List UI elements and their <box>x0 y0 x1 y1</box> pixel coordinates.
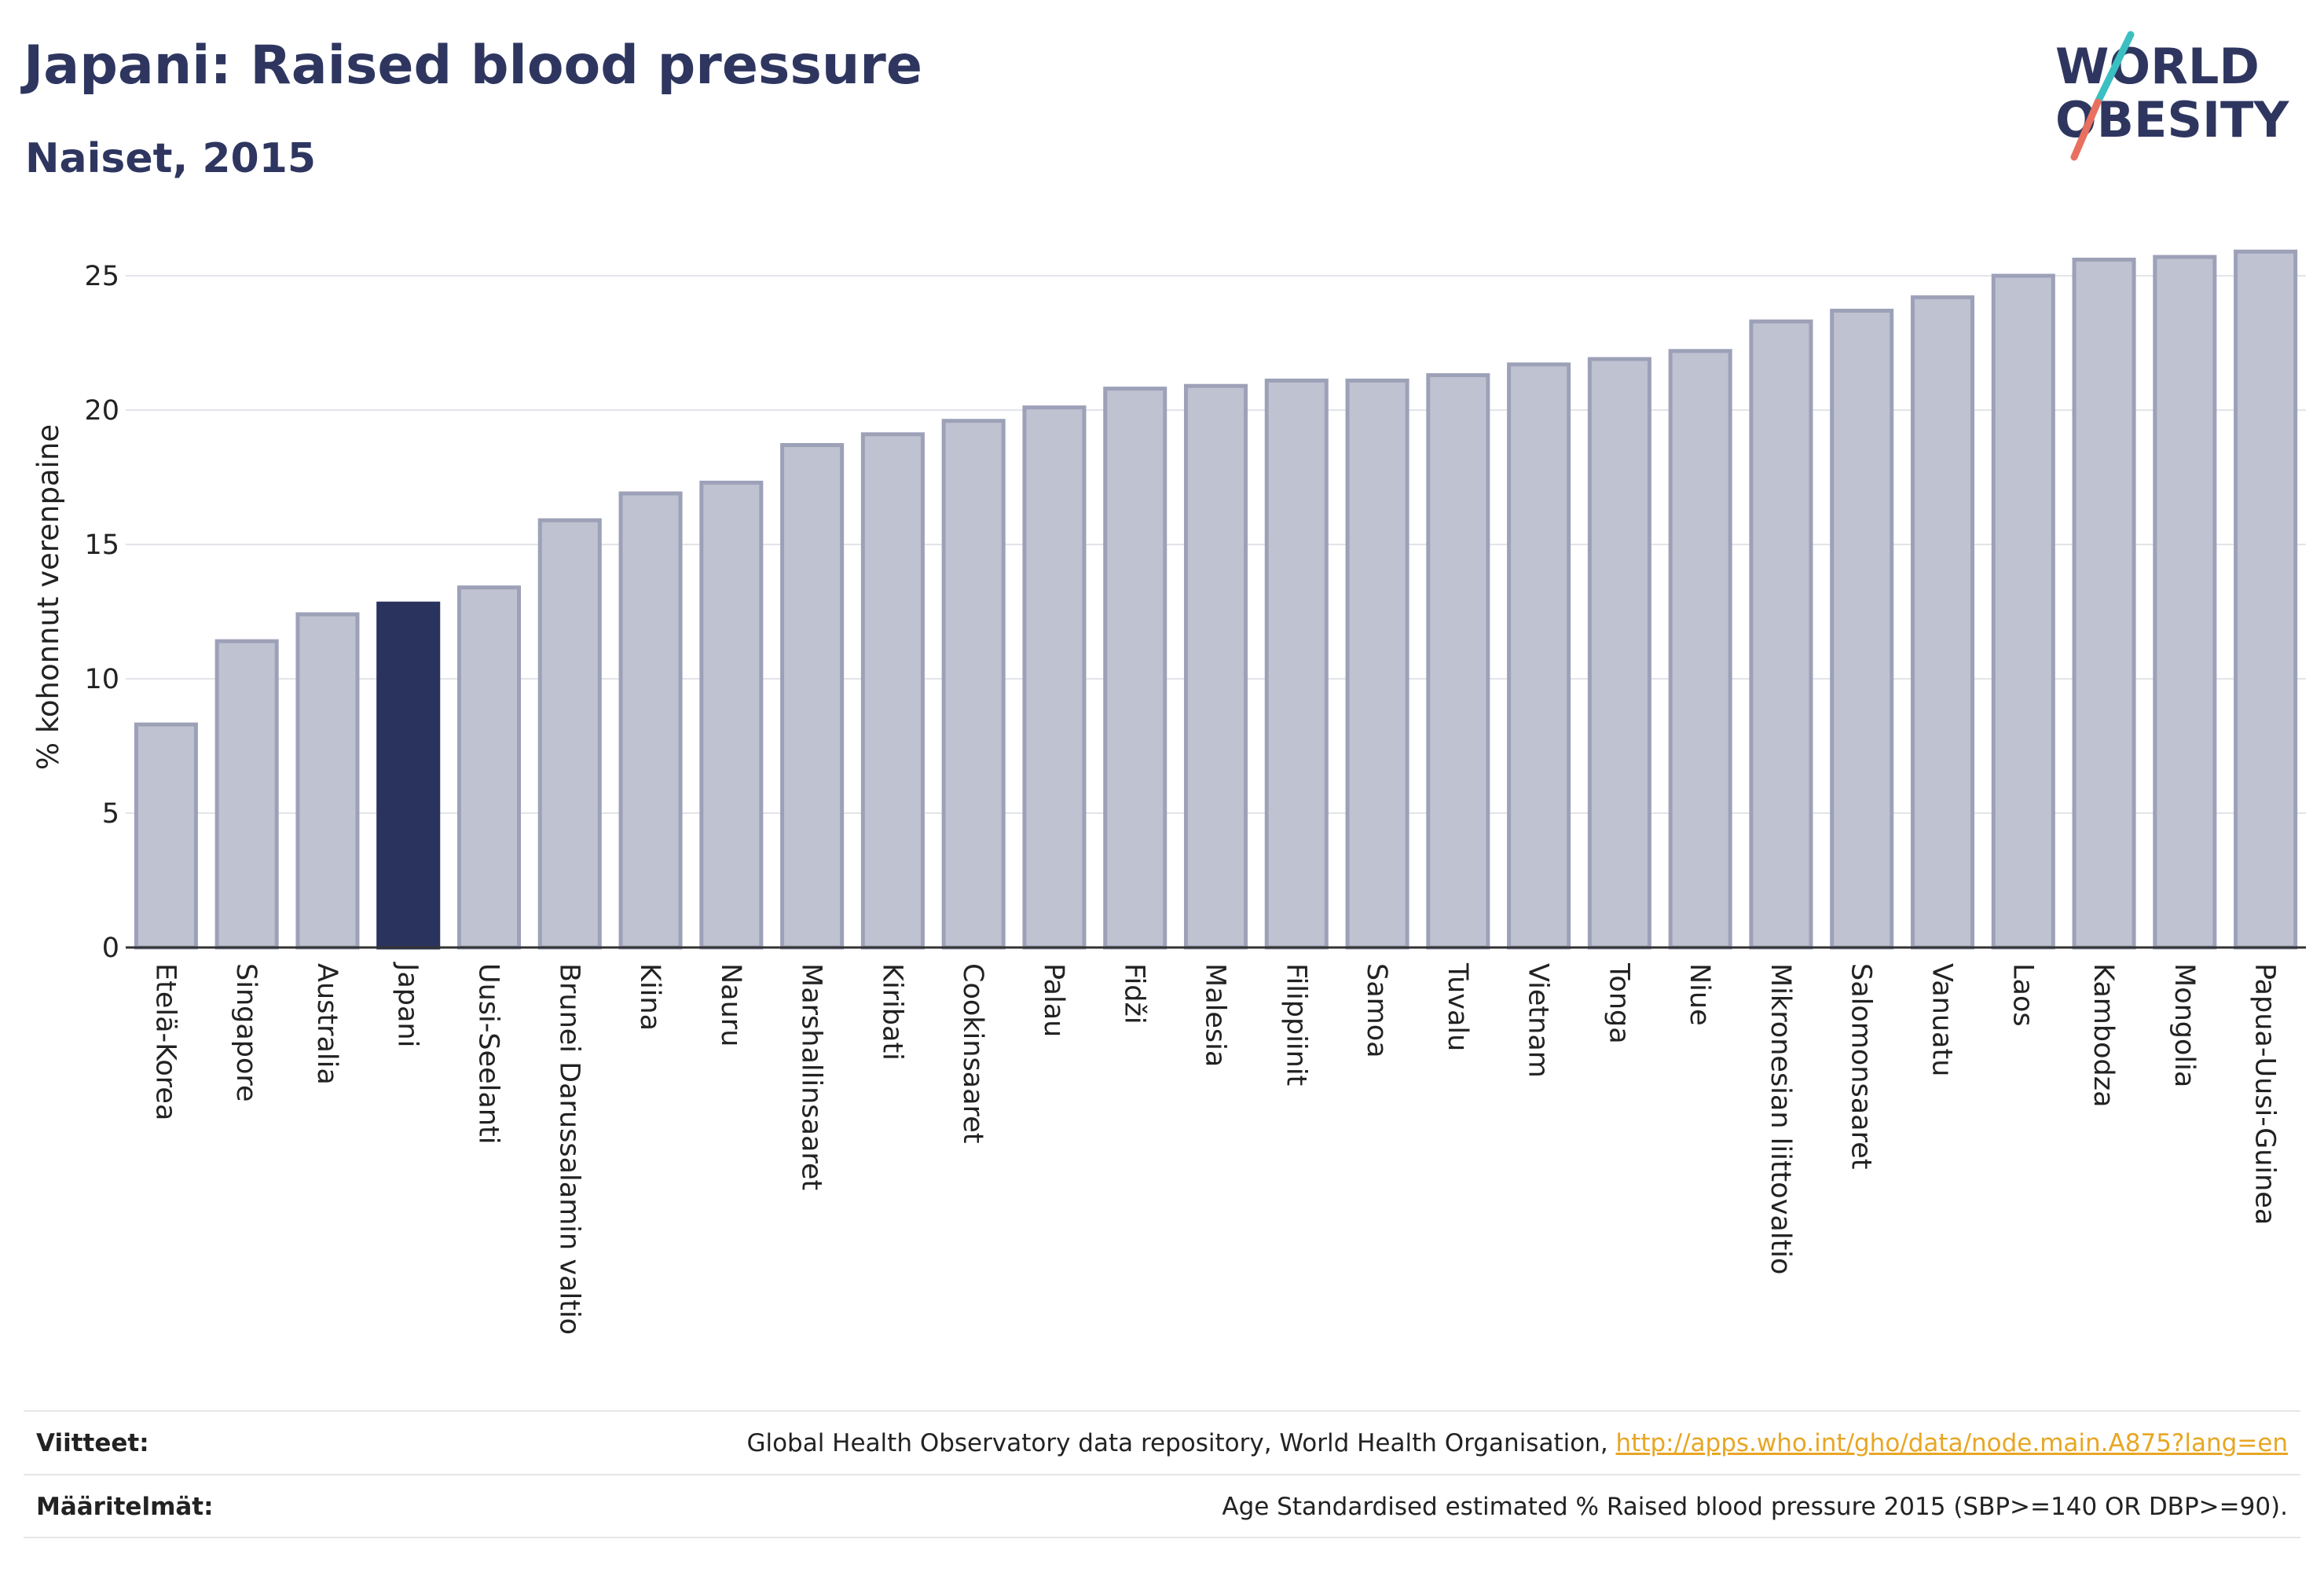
definitions-text: Age Standardised estimated % Raised bloo… <box>1222 1493 2288 1521</box>
x-tick-label: Papua-Uusi-Guinea <box>2249 963 2281 1225</box>
x-tick-label: Filippiinit <box>1280 963 1311 1086</box>
x-tick-label: Mikronesian liittovaltio <box>1765 963 1796 1274</box>
sources-link[interactable]: http://apps.who.int/gho/data/node.main.A… <box>1615 1429 2288 1457</box>
definitions-row: Määritelmät: Age Standardised estimated … <box>24 1474 2300 1538</box>
sources-citation: Global Health Observatory data repositor… <box>746 1429 1616 1457</box>
y-tick-label: 0 <box>102 933 119 964</box>
bar <box>1426 373 1490 950</box>
bar <box>2234 249 2298 950</box>
y-tick-labels: 0 5 10 15 20 25 <box>84 261 119 964</box>
x-tick-label: Kambodza <box>2088 963 2119 1108</box>
x-tick-label: Japani <box>392 962 423 1047</box>
x-tick-label: Etelä-Korea <box>149 963 181 1120</box>
bar <box>699 480 764 950</box>
x-tick-label: Niue <box>1684 963 1715 1026</box>
bar <box>1507 362 1571 950</box>
x-tick-labels: Etelä-Korea Singapore Australia Japani Uusi-… <box>149 962 2280 1335</box>
bar-chart: 0 5 10 15 20 25 Etelä-Korea Singapore Australia… <box>31 249 2306 1335</box>
logo-line1: WORLD <box>2055 38 2260 95</box>
logo-line2: OBESITY <box>2055 91 2289 148</box>
x-tick-label: Laos <box>2007 963 2038 1027</box>
bars <box>134 249 2298 950</box>
definitions-label: Määritelmät: <box>36 1493 214 1521</box>
sources-text: Global Health Observatory data repositor… <box>746 1429 2288 1457</box>
bar <box>941 419 1006 950</box>
x-tick-label: Fidži <box>1119 963 1150 1024</box>
y-tick-label: 20 <box>84 395 119 427</box>
x-tick-label: Uusi-Seelanti <box>473 963 504 1144</box>
x-tick-label: Nauru <box>715 963 746 1046</box>
bar <box>618 491 683 950</box>
bar-highlight <box>376 601 441 950</box>
chart-title: Japani: Raised blood pressure <box>24 35 922 97</box>
bar <box>1991 273 2055 950</box>
bar <box>860 432 925 950</box>
bar <box>1183 383 1248 950</box>
y-tick-label: 25 <box>84 261 119 292</box>
x-tick-label: Samoa <box>1361 963 1392 1058</box>
x-tick-label: Salomonsaaret <box>1846 963 1877 1170</box>
bar <box>1587 357 1651 950</box>
chart-subtitle: Naiset, 2015 <box>25 135 317 182</box>
x-tick-label: Australia <box>311 963 343 1085</box>
x-tick-label: Vanuatu <box>1926 963 1958 1076</box>
x-tick-label: Tonga <box>1603 962 1634 1044</box>
x-tick-label: Kiina <box>634 963 665 1031</box>
bar <box>1668 349 1732 950</box>
x-tick-label: Tuvalu <box>1442 962 1473 1051</box>
bar <box>295 612 360 950</box>
sources-label: Viitteet: <box>36 1429 149 1457</box>
bar <box>780 442 845 950</box>
bar <box>1749 319 1813 950</box>
bar <box>1264 378 1329 950</box>
y-axis-label: % kohonnut verenpaine <box>31 424 65 770</box>
bar <box>134 722 198 950</box>
y-tick-label: 15 <box>84 530 119 561</box>
x-tick-label: Mongolia <box>2168 963 2200 1087</box>
sources-row: Viitteet: Global Health Observatory data… <box>24 1410 2300 1475</box>
y-tick-label: 5 <box>102 798 119 830</box>
x-tick-label: Palau <box>1038 963 1069 1037</box>
bar <box>1830 308 1894 950</box>
world-obesity-logo: WORLD OBESITY <box>2055 31 2289 161</box>
bar <box>2153 255 2217 950</box>
footer-divider <box>24 1537 2300 1538</box>
bar <box>1022 405 1087 950</box>
bar <box>2072 257 2136 950</box>
x-tick-label: Vietnam <box>1523 963 1554 1078</box>
bar <box>537 518 602 950</box>
x-tick-label: Marshallinsaaret <box>796 963 827 1190</box>
x-tick-label: Brunei Darussalamin valtio <box>553 963 585 1335</box>
bar <box>1345 378 1409 950</box>
x-tick-label: Singapore <box>230 963 262 1102</box>
bar <box>456 585 522 950</box>
bar <box>1103 387 1167 950</box>
x-tick-label: Malesia <box>1200 963 1231 1067</box>
bar <box>214 639 279 950</box>
x-tick-label: Kiribati <box>876 963 907 1061</box>
x-tick-label: Cookinsaaret <box>957 963 988 1143</box>
y-tick-label: 10 <box>84 664 119 695</box>
bar <box>1910 295 1975 950</box>
